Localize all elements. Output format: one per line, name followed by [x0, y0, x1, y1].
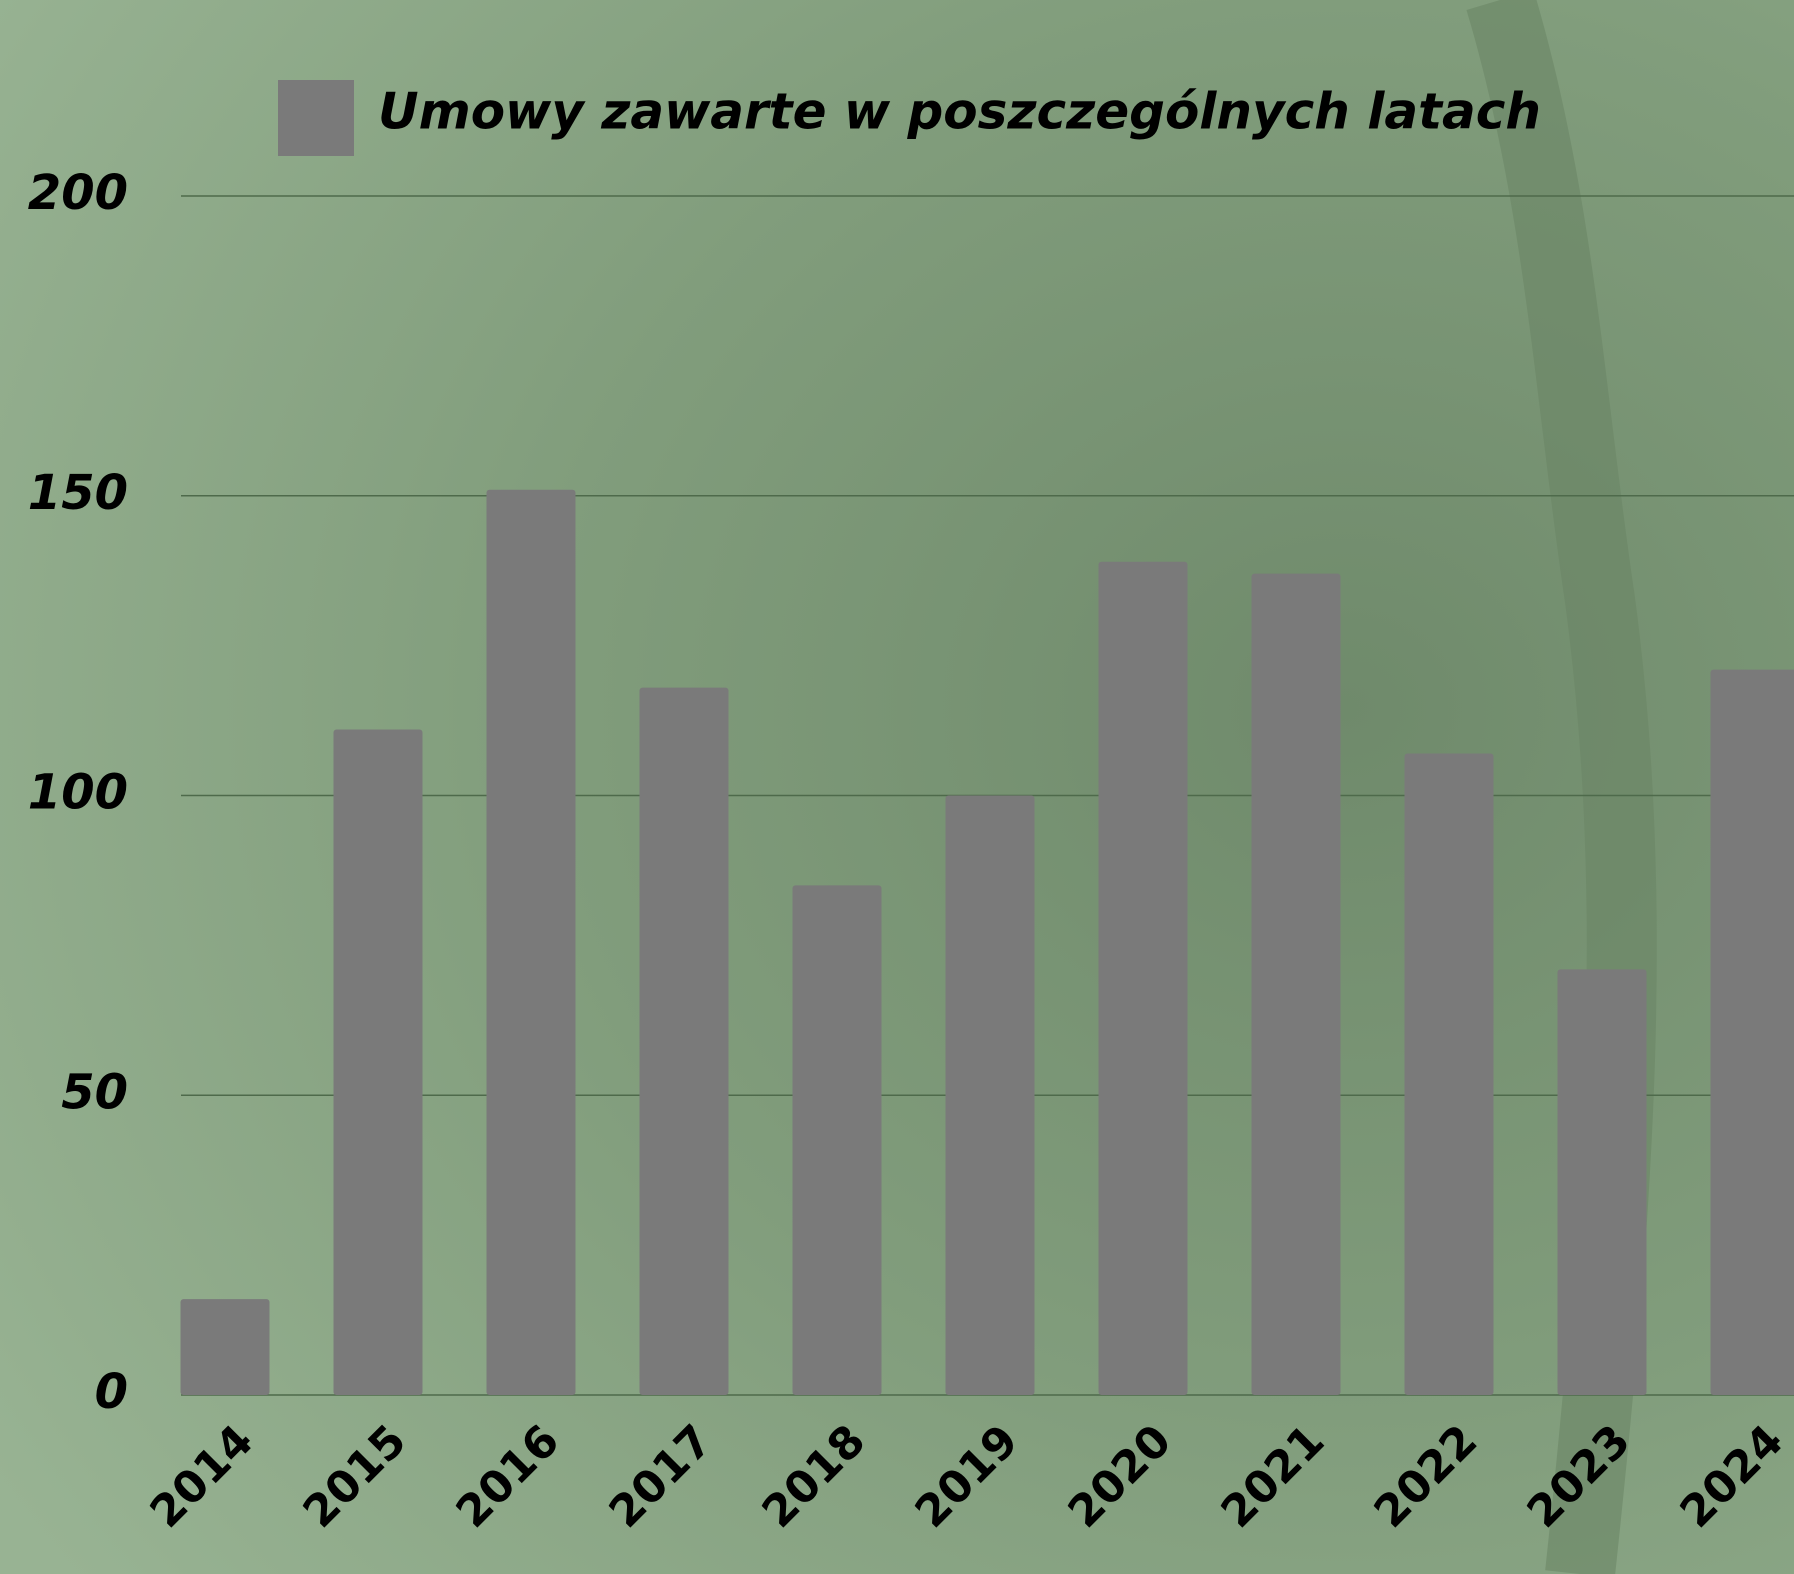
legend-label: Umowy zawarte w poszczególnych latach: [378, 83, 1541, 141]
bar: [180, 1299, 270, 1395]
bar: [1710, 669, 1794, 1395]
y-tick-label: 100: [28, 765, 128, 821]
bar: [1098, 561, 1188, 1395]
y-tick-label: 0: [95, 1364, 128, 1420]
bar: [1557, 969, 1647, 1395]
bar: [1251, 573, 1341, 1395]
y-tick-label: 200: [28, 165, 128, 221]
bar: [639, 687, 729, 1395]
legend-swatch: [278, 80, 354, 156]
bar: [486, 489, 576, 1395]
y-tick-label: 150: [28, 465, 128, 521]
bar: [1404, 753, 1494, 1395]
y-tick-label: 50: [61, 1064, 128, 1120]
bar: [333, 729, 423, 1395]
bar: [945, 795, 1035, 1395]
bar: [792, 885, 882, 1395]
